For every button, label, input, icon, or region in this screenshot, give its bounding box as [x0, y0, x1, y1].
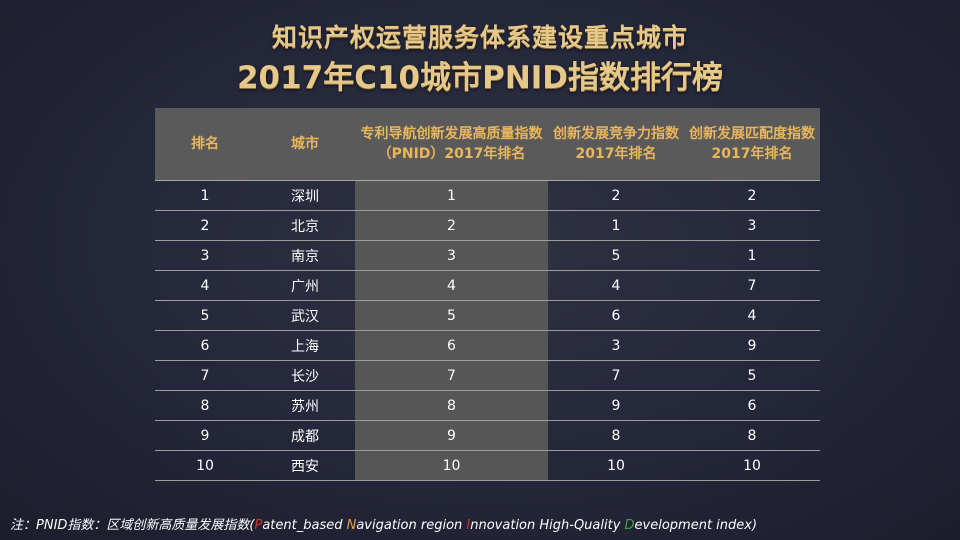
header-city: 城市 — [255, 108, 355, 181]
pnid-rank-cell: 2 — [355, 210, 548, 241]
competitiveness-rank-cell: 4 — [548, 270, 684, 301]
competitiveness-rank-cell: 9 — [548, 390, 684, 421]
footnote: 注：PNID指数：区域创新高质量发展指数(Patent_based Naviga… — [10, 514, 757, 533]
pnid-rank-cell: 9 — [355, 420, 548, 451]
rank-cell: 2 — [155, 210, 255, 241]
table-row: 4 广州 4 4 7 — [155, 270, 820, 301]
competitiveness-rank-cell: 1 — [548, 210, 684, 241]
city-cell: 南京 — [255, 240, 355, 271]
table-row: 2 北京 2 1 3 — [155, 210, 820, 241]
header-competitiveness-rank: 创新发展竞争力指数2017年排名 — [548, 108, 684, 181]
pnid-rank-cell: 1 — [355, 180, 548, 211]
ranking-table: 排名 城市 专利导航创新发展高质量指数（PNID）2017年排名 创新发展竞争力… — [155, 108, 820, 481]
footnote-text-p: atent_based — [262, 518, 347, 533]
table-row: 10 西安 10 10 10 — [155, 450, 820, 481]
city-cell: 成都 — [255, 420, 355, 451]
rank-cell: 7 — [155, 360, 255, 391]
pnid-rank-cell: 4 — [355, 270, 548, 301]
footnote-text-n: avigation region — [356, 518, 467, 533]
pnid-rank-cell: 10 — [355, 450, 548, 481]
matching-rank-cell: 7 — [684, 270, 820, 301]
page-title: 知识产权运营服务体系建设重点城市 — [271, 23, 688, 52]
footnote-letter-n: N — [346, 518, 357, 533]
city-cell: 深圳 — [255, 180, 355, 211]
competitiveness-rank-cell: 2 — [548, 180, 684, 211]
table-row: 6 上海 6 3 9 — [155, 330, 820, 361]
matching-rank-cell: 2 — [684, 180, 820, 211]
rank-cell: 3 — [155, 240, 255, 271]
table-row: 8 苏州 8 9 6 — [155, 390, 820, 421]
matching-rank-cell: 10 — [684, 450, 820, 481]
footnote-prefix: 注：PNID指数：区域创新高质量发展指数( — [10, 518, 255, 533]
rank-cell: 9 — [155, 420, 255, 451]
city-cell: 长沙 — [255, 360, 355, 391]
header-matching-rank: 创新发展匹配度指数2017年排名 — [684, 108, 820, 181]
competitiveness-rank-cell: 6 — [548, 300, 684, 331]
matching-rank-cell: 6 — [684, 390, 820, 421]
rank-cell: 4 — [155, 270, 255, 301]
city-cell: 北京 — [255, 210, 355, 241]
rank-cell: 8 — [155, 390, 255, 421]
competitiveness-rank-cell: 3 — [548, 330, 684, 361]
table-row: 5 武汉 5 6 4 — [155, 300, 820, 331]
footnote-letter-i: I — [466, 518, 471, 533]
header-pnid-rank: 专利导航创新发展高质量指数（PNID）2017年排名 — [355, 108, 548, 181]
page-subtitle: 2017年C10城市PNID指数排行榜 — [236, 60, 724, 96]
rank-cell: 5 — [155, 300, 255, 331]
pnid-rank-cell: 6 — [355, 330, 548, 361]
competitiveness-rank-cell: 5 — [548, 240, 684, 271]
pnid-rank-cell: 8 — [355, 390, 548, 421]
city-cell: 武汉 — [255, 300, 355, 331]
table-row: 7 长沙 7 7 5 — [155, 360, 820, 391]
rank-cell: 6 — [155, 330, 255, 361]
matching-rank-cell: 9 — [684, 330, 820, 361]
footnote-text-d: evelopment index) — [634, 518, 758, 533]
table-row: 3 南京 3 5 1 — [155, 240, 820, 271]
pnid-rank-cell: 5 — [355, 300, 548, 331]
city-cell: 上海 — [255, 330, 355, 361]
table-header-row: 排名 城市 专利导航创新发展高质量指数（PNID）2017年排名 创新发展竞争力… — [155, 108, 820, 181]
competitiveness-rank-cell: 8 — [548, 420, 684, 451]
city-cell: 广州 — [255, 270, 355, 301]
matching-rank-cell: 4 — [684, 300, 820, 331]
header-rank: 排名 — [155, 108, 255, 181]
table-row: 1 深圳 1 2 2 — [155, 180, 820, 211]
matching-rank-cell: 5 — [684, 360, 820, 391]
pnid-rank-cell: 3 — [355, 240, 548, 271]
table-row: 9 成都 9 8 8 — [155, 420, 820, 451]
city-cell: 西安 — [255, 450, 355, 481]
matching-rank-cell: 1 — [684, 240, 820, 271]
footnote-letter-p: P — [254, 518, 263, 533]
city-cell: 苏州 — [255, 390, 355, 421]
footnote-letter-d: D — [624, 518, 635, 533]
competitiveness-rank-cell: 10 — [548, 450, 684, 481]
rank-cell: 10 — [155, 450, 255, 481]
footnote-text-i: nnovation High-Quality — [470, 518, 625, 533]
pnid-rank-cell: 7 — [355, 360, 548, 391]
competitiveness-rank-cell: 7 — [548, 360, 684, 391]
matching-rank-cell: 3 — [684, 210, 820, 241]
rank-cell: 1 — [155, 180, 255, 211]
matching-rank-cell: 8 — [684, 420, 820, 451]
